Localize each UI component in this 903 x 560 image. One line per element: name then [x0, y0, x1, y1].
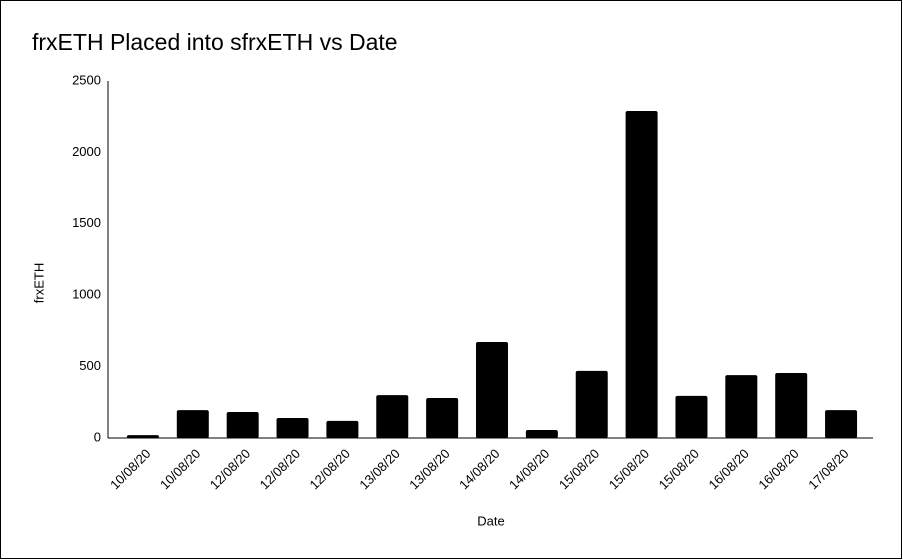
bar [126, 435, 159, 438]
y-axis-label: frxETH [31, 263, 46, 303]
bar [426, 398, 459, 438]
bar [476, 342, 508, 438]
bar [825, 410, 858, 438]
bar [376, 395, 409, 438]
bar [276, 418, 309, 438]
x-axis-label: Date [477, 513, 504, 528]
y-tick-label: 500 [79, 358, 101, 373]
bar [176, 410, 209, 438]
chart-title: frxETH Placed into sfrxETH vs Date [32, 29, 398, 55]
y-tick-label: 2000 [72, 144, 101, 159]
y-tick-label: 1000 [72, 287, 101, 302]
y-tick-label: 1500 [72, 215, 101, 230]
y-tick-label: 0 [94, 429, 101, 444]
bar [625, 110, 658, 438]
bar [725, 375, 758, 438]
bar [226, 412, 259, 438]
bar [326, 420, 359, 438]
bar [675, 395, 708, 438]
bar [525, 430, 558, 438]
y-tick-label: 2500 [72, 72, 101, 87]
bar [575, 370, 608, 438]
bar [775, 373, 808, 438]
